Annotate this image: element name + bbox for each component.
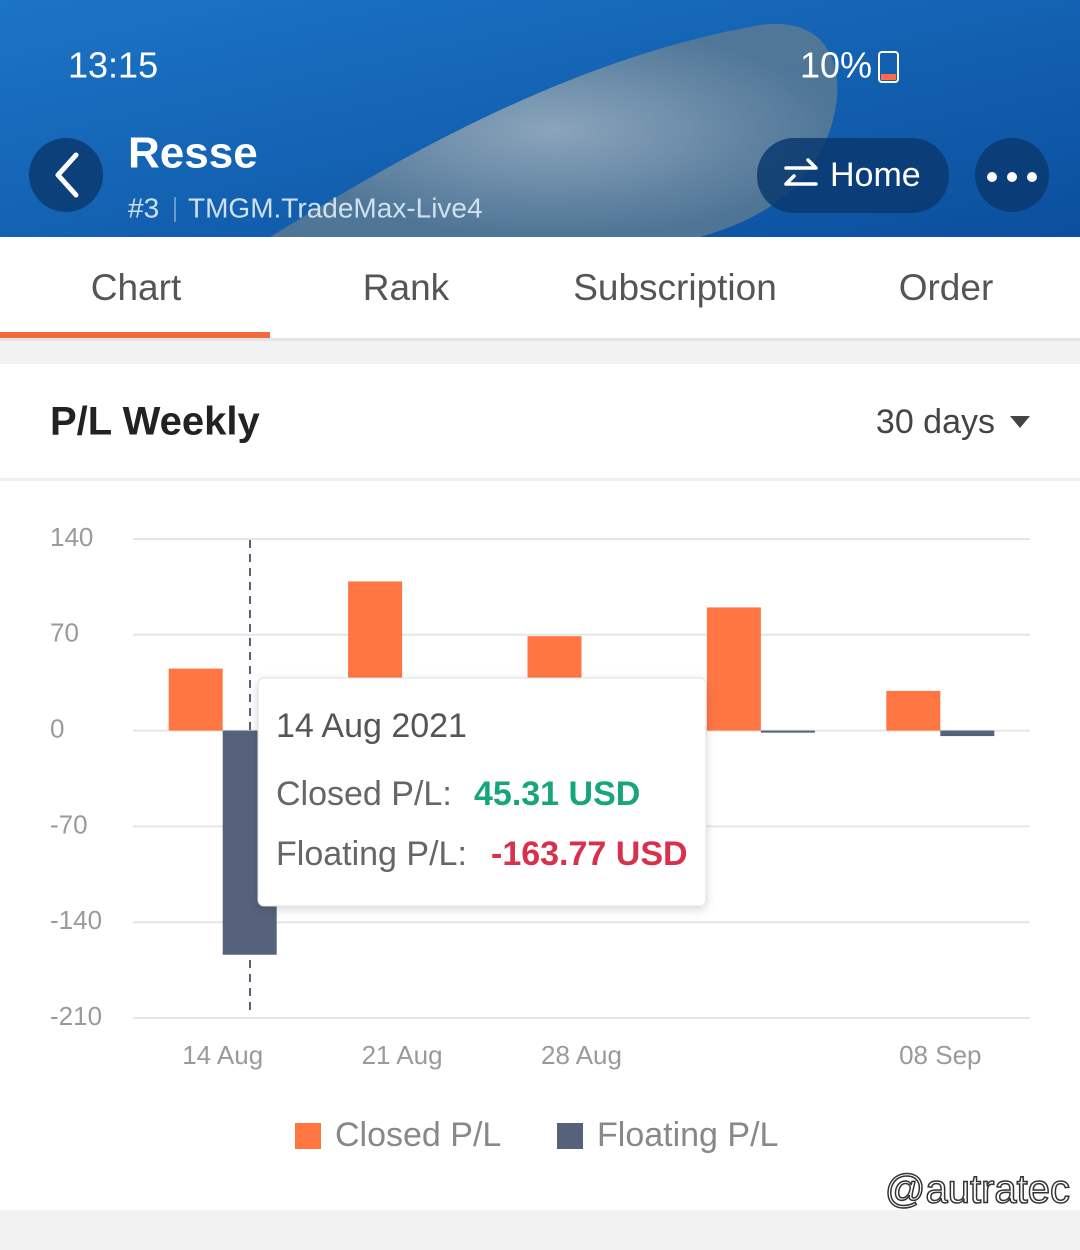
watermark: @autratec <box>885 1168 1070 1212</box>
bar <box>168 668 223 731</box>
tab[interactable]: Subscription <box>573 267 777 308</box>
panel-divider <box>0 478 1080 481</box>
tab-indicator <box>0 332 270 338</box>
back-icon <box>55 152 79 198</box>
x-tick-label: 08 Sep <box>899 1040 981 1070</box>
back-button[interactable] <box>29 138 103 212</box>
x-tick-label: 14 Aug <box>182 1040 263 1070</box>
legend-label: Floating P/L <box>597 1116 778 1154</box>
bar <box>940 730 995 737</box>
legend-swatch <box>557 1123 583 1149</box>
y-tick-label: -210 <box>50 1001 102 1031</box>
trader-rank: #3 <box>128 192 159 223</box>
home-icon <box>784 158 818 186</box>
x-tick-label: 21 Aug <box>362 1040 443 1070</box>
tooltip-label: Floating P/L: <box>276 835 467 873</box>
y-tick-label: 70 <box>50 618 79 648</box>
home-button[interactable] <box>757 138 949 213</box>
battery-level <box>881 74 896 80</box>
trader-server: TMGM.TradeMax-Live4 <box>188 192 483 223</box>
panel-title: P/L Weekly <box>50 400 261 444</box>
header-image <box>270 23 838 237</box>
tooltip-label: Closed P/L: <box>276 775 452 813</box>
trader-name: Resse <box>128 129 258 178</box>
legend-swatch <box>295 1123 321 1149</box>
battery-icon <box>878 51 899 83</box>
tooltip <box>257 677 707 907</box>
tab-divider <box>0 338 1080 341</box>
more-icon <box>987 172 1037 182</box>
legend-label: Closed P/L <box>335 1116 501 1154</box>
period-selector[interactable]: 30 days <box>876 403 995 441</box>
tab[interactable]: Chart <box>91 267 182 308</box>
dropdown-icon <box>1010 416 1030 428</box>
bar <box>760 730 815 733</box>
tab[interactable]: Order <box>899 267 994 308</box>
tooltip-value: 45.31 USD <box>474 775 640 813</box>
status-battery: 10% <box>800 45 872 86</box>
tooltip-date: 14 Aug 2021 <box>276 707 467 745</box>
y-tick-label: -70 <box>50 809 88 839</box>
status-time: 13:15 <box>68 45 158 86</box>
tooltip-value: -163.77 USD <box>491 835 688 873</box>
y-tick-label: 0 <box>50 713 64 743</box>
tab-bar <box>0 237 1080 338</box>
bar <box>706 607 761 731</box>
y-tick-label: 140 <box>50 522 93 552</box>
tab[interactable]: Rank <box>363 267 450 308</box>
bar <box>886 690 941 731</box>
home-label: Home <box>830 156 921 194</box>
x-tick-label: 28 Aug <box>541 1040 622 1070</box>
y-tick-label: -140 <box>50 905 102 935</box>
